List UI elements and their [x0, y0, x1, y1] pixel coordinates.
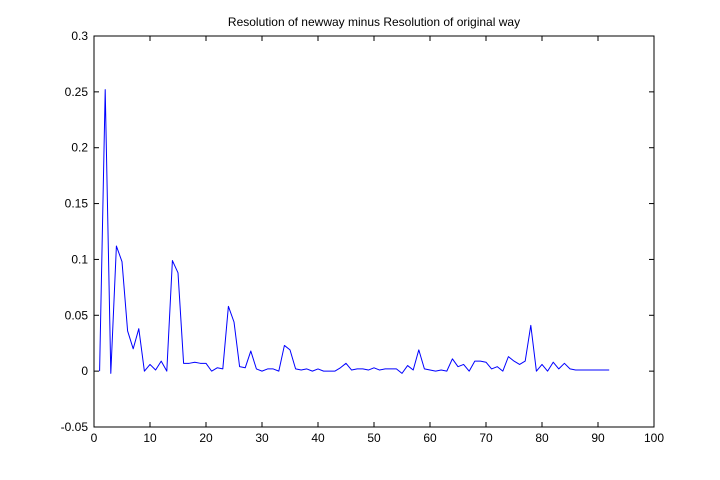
y-tick-label: 0.15 [65, 197, 89, 211]
x-tick-label: 80 [535, 431, 549, 445]
x-tick-label: 10 [143, 431, 157, 445]
x-tick-label: 30 [255, 431, 269, 445]
x-tick-label: 100 [644, 431, 664, 445]
series-layer [99, 89, 610, 374]
x-tick-label: 90 [591, 431, 605, 445]
y-tick-label: 0.3 [71, 29, 88, 43]
x-axis: 0 10 20 30 40 50 60 70 80 90 100 [91, 36, 664, 445]
chart-title: Resolution of newway minus Resolution of… [228, 15, 520, 29]
y-tick-label: 0.1 [71, 252, 88, 266]
x-tick-label: 40 [311, 431, 325, 445]
y-tick-label: 0.05 [65, 308, 89, 322]
y-tick-label: 0 [81, 364, 88, 378]
x-tick-label: 0 [91, 431, 98, 445]
x-tick-label: 20 [199, 431, 213, 445]
plot-area [93, 35, 655, 428]
x-tick-label: 60 [423, 431, 437, 445]
y-tick-label: 0.25 [65, 85, 89, 99]
series-line [99, 89, 610, 374]
y-tick-label: -0.05 [61, 420, 89, 434]
x-tick-label: 50 [367, 431, 381, 445]
y-tick-label: 0.2 [71, 141, 88, 155]
y-axis: -0.05 0 0.05 0.1 0.15 0.2 0.25 0.3 [61, 29, 654, 434]
x-tick-label: 70 [479, 431, 493, 445]
